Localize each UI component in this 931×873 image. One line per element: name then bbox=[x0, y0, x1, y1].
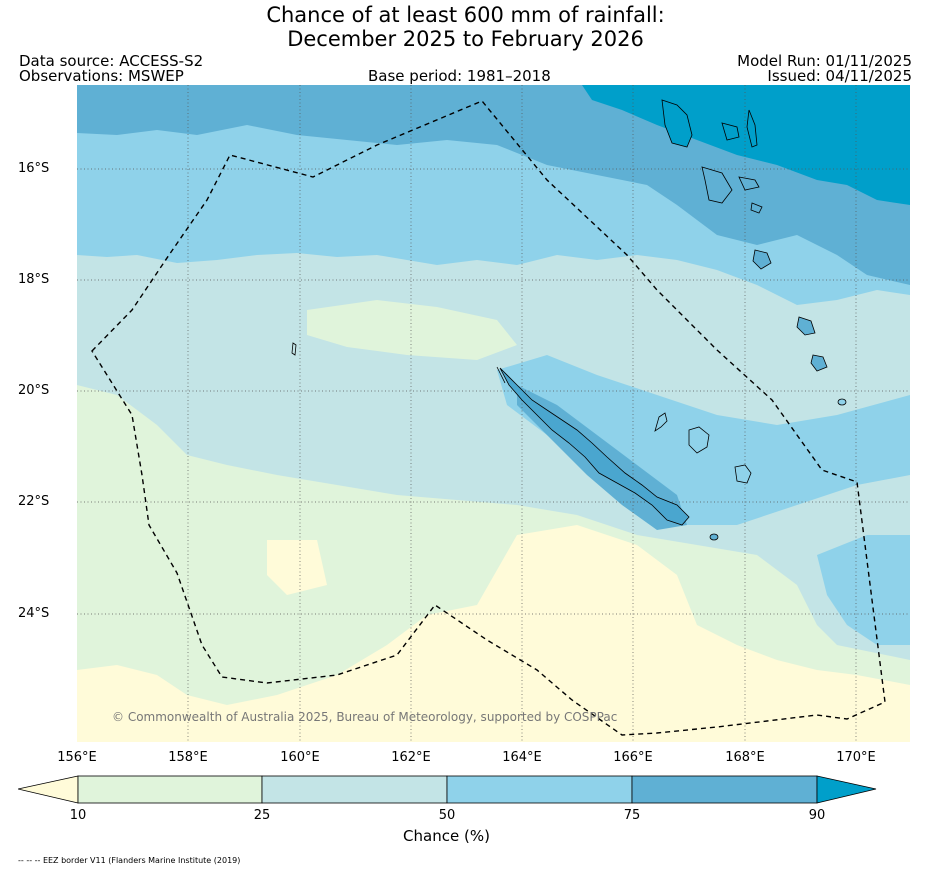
lat-label-22s: 22°S bbox=[18, 494, 50, 509]
lon-label-166e: 166°E bbox=[613, 750, 653, 765]
model-run: Model Run: 01/11/2025 bbox=[737, 52, 912, 70]
belep-islands bbox=[496, 366, 506, 384]
colorbar bbox=[18, 775, 877, 804]
colorbar-extend-high bbox=[816, 775, 877, 804]
graticule bbox=[77, 85, 910, 742]
new-caledonia-island bbox=[499, 367, 690, 526]
pentecost-island bbox=[746, 109, 758, 148]
map-title-line1: Chance of at least 600 mm of rainfall: bbox=[266, 3, 665, 27]
colorbar-extend-low bbox=[18, 775, 79, 804]
rainfall-map bbox=[77, 85, 910, 742]
colorbar-tick-50: 50 bbox=[438, 808, 456, 823]
lon-label-158e: 158°E bbox=[168, 750, 208, 765]
lat-label-24s: 24°S bbox=[18, 606, 50, 621]
erromango-island bbox=[796, 316, 816, 336]
map-title-line2: December 2025 to February 2026 bbox=[287, 27, 644, 51]
zone-10-25-west-patch bbox=[307, 300, 517, 360]
zone-50-75-south-east bbox=[817, 535, 910, 645]
tanna-island bbox=[810, 354, 828, 372]
data-source: Data source: ACCESS-S2 bbox=[19, 52, 204, 70]
colorbar-title: Chance (%) bbox=[403, 827, 490, 845]
isle-of-pines bbox=[709, 533, 719, 541]
aneityum-island bbox=[837, 398, 847, 406]
colorbar-segment-50-75 bbox=[446, 775, 633, 804]
lat-label-16s: 16°S bbox=[18, 161, 50, 176]
ouvea-island bbox=[654, 412, 668, 432]
lon-label-170e: 170°E bbox=[836, 750, 876, 765]
colorbar-tick-25: 25 bbox=[253, 808, 271, 823]
efate-island bbox=[752, 249, 772, 270]
base-period: Base period: 1981–2018 bbox=[368, 67, 551, 85]
lifou-island bbox=[688, 426, 710, 454]
malakula-island bbox=[701, 166, 733, 204]
lat-label-18s: 18°S bbox=[18, 272, 50, 287]
ambae-island bbox=[721, 122, 740, 141]
colorbar-segment-25-50 bbox=[261, 775, 448, 804]
copyright-credit: © Commonwealth of Australia 2025, Bureau… bbox=[112, 710, 618, 724]
colorbar-segment-75-90 bbox=[631, 775, 818, 804]
epi-island bbox=[750, 202, 763, 214]
eez-footnote: -- -- -- EEZ border V11 (Flanders Marine… bbox=[18, 856, 241, 865]
chesterfield-reef bbox=[291, 342, 297, 356]
eez-border bbox=[91, 100, 886, 736]
mare-island bbox=[734, 464, 752, 484]
zone-below-10-patch bbox=[267, 540, 327, 595]
lat-label-20s: 20°S bbox=[18, 383, 50, 398]
ambrym-island bbox=[738, 176, 760, 191]
colorbar-tick-75: 75 bbox=[623, 808, 641, 823]
issued-date: Issued: 04/11/2025 bbox=[767, 67, 912, 85]
espiritu-santo-island bbox=[661, 99, 693, 148]
lon-label-160e: 160°E bbox=[280, 750, 320, 765]
lon-label-156e: 156°E bbox=[57, 750, 97, 765]
colorbar-tick-90: 90 bbox=[808, 808, 826, 823]
lon-label-168e: 168°E bbox=[725, 750, 765, 765]
colorbar-segment-10-25 bbox=[77, 775, 263, 804]
zone-below-10-south bbox=[77, 525, 910, 742]
colorbar-tick-10: 10 bbox=[69, 808, 87, 823]
lon-label-162e: 162°E bbox=[391, 750, 431, 765]
observations: Observations: MSWEP bbox=[19, 67, 184, 85]
lon-label-164e: 164°E bbox=[502, 750, 542, 765]
